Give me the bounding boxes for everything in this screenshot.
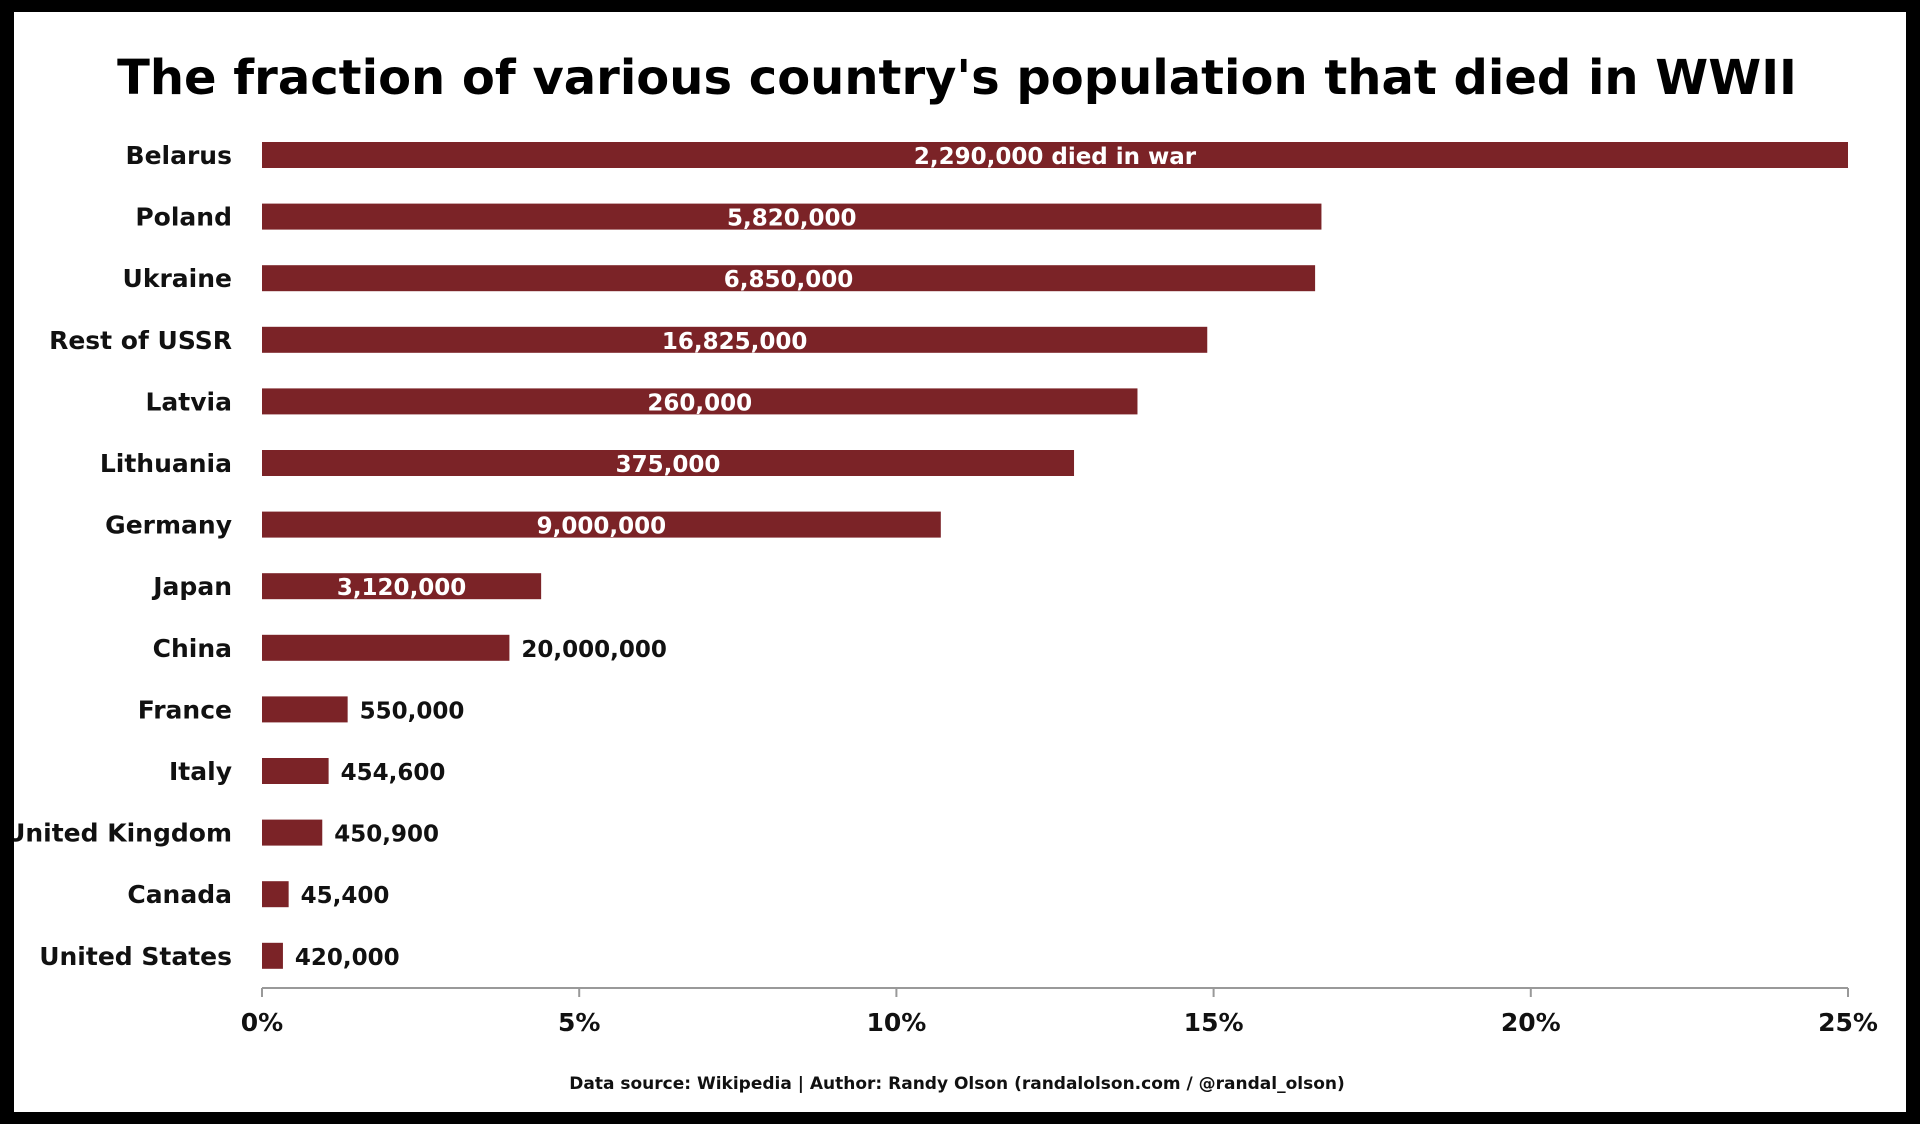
chart-title: The fraction of various country's popula… [117, 50, 1797, 106]
x-tick-label: 25% [1818, 1008, 1878, 1037]
category-label-germany: Germany [105, 511, 232, 540]
data-label-japan: 3,120,000 [337, 575, 467, 601]
bar-chart: The fraction of various country's popula… [14, 50, 1878, 1094]
data-label-rest-of-ussr: 16,825,000 [662, 329, 808, 355]
data-label-united-kingdom: 450,900 [334, 822, 439, 848]
x-tick-label: 10% [866, 1008, 926, 1037]
x-tick-label: 20% [1501, 1008, 1561, 1037]
category-label-china: China [153, 634, 232, 663]
category-label-belarus: Belarus [126, 141, 232, 170]
bar-canada [262, 881, 289, 908]
source-note: Data source: Wikipedia | Author: Randy O… [569, 1074, 1345, 1094]
data-label-china: 20,000,000 [521, 637, 667, 663]
category-label-rest-of-ussr: Rest of USSR [49, 326, 232, 355]
bar-lithuania [262, 450, 1075, 476]
bar-belarus [262, 142, 1848, 168]
category-label-italy: Italy [169, 757, 232, 786]
data-label-germany: 9,000,000 [537, 514, 667, 540]
category-label-poland: Poland [135, 203, 232, 232]
data-label-lithuania: 375,000 [616, 452, 721, 478]
x-tick-label: 0% [241, 1008, 283, 1037]
category-label-france: France [138, 695, 232, 724]
category-label-lithuania: Lithuania [100, 449, 232, 478]
bar-italy [262, 758, 329, 784]
data-label-latvia: 260,000 [647, 390, 752, 416]
x-tick-label: 15% [1184, 1008, 1244, 1037]
bar-united-kingdom [262, 819, 323, 846]
category-label-japan: Japan [151, 572, 232, 601]
x-axis: 0% 5% 10% 15% 20% 25% [241, 987, 1878, 1037]
data-label-poland: 5,820,000 [727, 206, 857, 232]
bar-germany [262, 511, 941, 538]
bar-china [262, 634, 510, 661]
data-label-united-states: 420,000 [295, 945, 400, 971]
bar-france [262, 696, 348, 723]
data-label-canada: 45,400 [301, 883, 390, 909]
bars-layer: Belarus 2,290,000 died in war Poland 5,820,… [14, 141, 1848, 971]
category-label-latvia: Latvia [146, 387, 233, 416]
data-label-ukraine: 6,850,000 [724, 267, 854, 293]
chart-frame: The fraction of various country's popula… [14, 12, 1906, 1112]
data-label-france: 550,000 [360, 698, 465, 724]
x-tick-label: 5% [558, 1008, 600, 1037]
bar-rest-of-ussr [262, 326, 1208, 353]
category-label-ukraine: Ukraine [123, 264, 232, 293]
bar-japan [262, 573, 542, 600]
category-label-canada: Canada [127, 880, 232, 909]
bar-poland [262, 203, 1322, 230]
data-label-belarus: 2,290,000 died in war [914, 144, 1197, 170]
data-label-italy: 454,600 [341, 760, 446, 786]
bar-ukraine [262, 265, 1316, 292]
bar-latvia [262, 388, 1138, 415]
category-label-united-states: United States [39, 942, 232, 971]
category-label-united-kingdom: United Kingdom [14, 819, 232, 848]
bar-united-states [262, 942, 283, 969]
